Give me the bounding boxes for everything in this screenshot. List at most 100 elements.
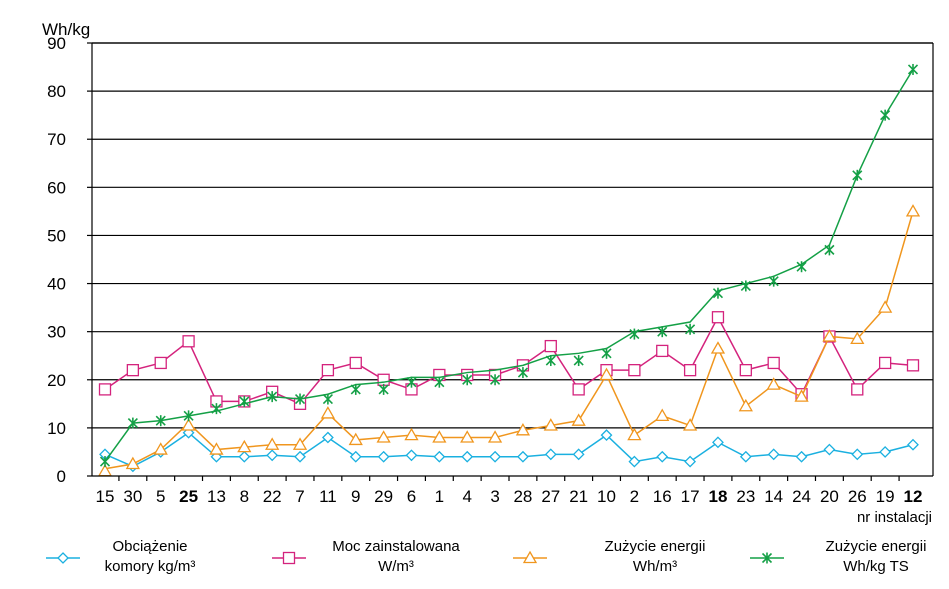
x-tick-label: 7	[295, 487, 304, 506]
x-tick-label: 30	[123, 487, 142, 506]
x-tick-label: 22	[263, 487, 282, 506]
diamond-marker	[461, 450, 474, 463]
asterisk-marker	[127, 417, 138, 429]
diamond-marker	[57, 552, 69, 564]
diamond-marker	[767, 448, 780, 461]
x-tick-label: 18	[709, 487, 728, 506]
y-axis-ticks: 0 10 20 30 40 50 60 70 80 90	[47, 34, 66, 486]
diamond-marker	[349, 450, 362, 463]
diamond-marker	[266, 449, 279, 462]
triangle-marker	[543, 418, 558, 431]
series-3	[97, 204, 921, 477]
triangle-marker	[522, 550, 538, 564]
square-marker	[906, 359, 920, 372]
asterisk-marker	[907, 63, 919, 75]
triangle-marker	[181, 418, 196, 431]
legend-label: Zużycie energii	[826, 538, 927, 555]
triangle-marker	[209, 442, 224, 455]
x-tick-label: 11	[319, 487, 337, 506]
triangle-marker	[682, 418, 698, 431]
asterisk-marker	[267, 391, 278, 403]
triangle-marker	[460, 430, 475, 443]
y-tick-label: 0	[57, 467, 66, 486]
square-marker	[349, 356, 362, 370]
asterisk-marker	[183, 410, 194, 422]
diamond-marker	[600, 429, 613, 442]
diamond-marker	[377, 450, 390, 463]
square-marker	[683, 364, 697, 377]
triangle-marker	[292, 437, 308, 450]
square-marker	[851, 383, 864, 396]
series-4	[99, 63, 919, 468]
square-marker	[544, 339, 557, 353]
square-marker	[628, 364, 641, 377]
legend-label: Wh/m³	[633, 558, 677, 575]
diamond-marker	[405, 449, 418, 462]
diamond-marker	[851, 448, 864, 461]
x-tick-label: 14	[764, 487, 783, 506]
square-marker	[711, 311, 725, 324]
triangle-marker	[487, 430, 503, 443]
y-tick-label: 30	[47, 323, 66, 342]
diamond-marker	[656, 450, 669, 463]
x-tick-label: 27	[541, 487, 560, 506]
diamond-marker	[879, 446, 892, 458]
legend-item: Moc zainstalowana W/m³	[272, 538, 460, 575]
triangle-marker	[850, 331, 865, 345]
square-marker	[321, 364, 335, 377]
triangle-marker	[432, 430, 447, 443]
asterisk-marker	[406, 376, 417, 388]
x-tick-label: 12	[904, 487, 923, 506]
x-tick-label: 15	[96, 487, 115, 506]
diamond-marker	[294, 450, 306, 463]
triangle-marker	[153, 442, 168, 455]
x-tick-label: 16	[653, 487, 672, 506]
legend-item: Obciążenie komory kg/m³	[46, 538, 195, 575]
asterisk-marker	[434, 376, 445, 388]
legend-item: Zużycie energii Wh/kg TS	[750, 538, 926, 575]
diamond-marker	[823, 443, 836, 456]
asterisk-marker	[824, 244, 835, 256]
square-marker	[154, 356, 167, 370]
y-tick-label: 20	[47, 371, 66, 390]
triangle-marker	[878, 300, 893, 313]
x-tick-label: 8	[240, 487, 249, 506]
y-tick-label: 10	[47, 419, 66, 438]
diamond-marker	[433, 450, 446, 463]
asterisk-marker	[712, 287, 724, 299]
triangle-marker	[376, 430, 391, 443]
x-tick-label: 10	[597, 487, 616, 506]
gridlines	[92, 42, 933, 429]
triangle-marker	[404, 427, 419, 441]
series-line	[104, 315, 914, 405]
x-tick-label: 17	[681, 487, 700, 506]
triangle-marker	[655, 408, 670, 422]
x-tick-label: 29	[374, 487, 393, 506]
diamond-marker	[795, 450, 808, 463]
triangle-marker	[571, 413, 586, 426]
triangle-marker	[822, 329, 837, 342]
x-tick-label: 4	[462, 487, 471, 506]
triangle-marker	[348, 432, 363, 446]
asterisk-marker	[99, 456, 111, 468]
y-tick-label: 40	[47, 275, 66, 294]
x-tick-label: 9	[351, 487, 360, 506]
legend-label: komory kg/m³	[105, 558, 196, 575]
asterisk-marker	[322, 393, 333, 405]
triangle-marker	[515, 422, 531, 436]
asterisk-marker	[629, 328, 640, 340]
diamond-marker	[517, 450, 529, 463]
asterisk-marker	[378, 383, 389, 395]
triangle-marker	[738, 398, 753, 412]
x-tick-label: 21	[569, 487, 588, 506]
square-marker	[878, 356, 892, 370]
series-line	[104, 431, 914, 468]
x-tick-label: 13	[207, 487, 226, 506]
triangle-marker	[710, 341, 726, 354]
triangle-marker	[766, 377, 781, 390]
x-tick-label: 28	[513, 487, 532, 506]
series-line	[104, 211, 914, 470]
square-marker	[572, 383, 585, 396]
triangle-marker	[125, 456, 140, 470]
